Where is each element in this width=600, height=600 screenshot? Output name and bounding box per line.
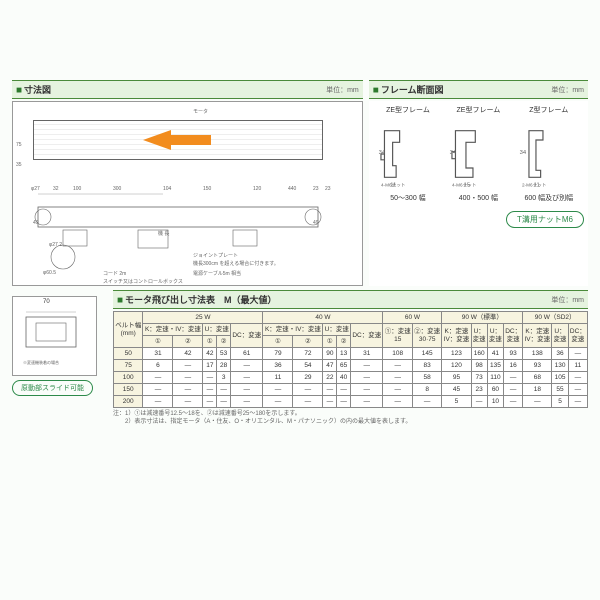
note-cord: コード 2m: [103, 270, 126, 277]
frame-range-3: 600 幅及び別幅: [515, 193, 583, 203]
dimension-section: ■寸法図 単位：mm モータ φ27 32 100 300 10: [12, 80, 363, 286]
table-row: 200————————————5—10——5—: [114, 396, 588, 408]
square-icon: ■: [117, 295, 123, 306]
dim-phi272: φ27.2: [49, 242, 62, 248]
square-icon: ■: [16, 85, 22, 96]
dim-phi605: φ60.5: [43, 270, 56, 276]
dim-32: 32: [53, 186, 59, 192]
frame-section: ■フレーム断面図 単位：mm ZE型フレーム 344-M6ナット11 50〜30…: [369, 80, 588, 286]
slide-dim: 70: [43, 299, 50, 305]
w60: 60 W: [383, 312, 442, 324]
square-icon: ■: [373, 85, 379, 96]
profile-1: 344-M6ナット11: [374, 119, 442, 189]
frame-label-1: ZE型フレーム: [374, 105, 442, 115]
slide-label: 原動部スライド可能: [12, 380, 93, 396]
dimension-drawing: モータ φ27 32 100 300 104 150 120 440 23: [12, 101, 363, 286]
dim-120: 120: [253, 186, 261, 192]
note-joint2: 機長300cm を超える場合に付きます。: [193, 260, 279, 267]
tnut-button[interactable]: T溝用ナットM6: [506, 211, 584, 228]
table-row: 5031424253617972901331108145123160419313…: [114, 348, 588, 360]
profile-3: 342-M6ナット11: [515, 119, 583, 189]
dim-23a: 23: [313, 186, 319, 192]
note-2: 2）表示寸法は、指定モータ（A・住友、O・オリエンタル、M・パナソニック）の内の…: [113, 419, 588, 427]
motor-table: ベルト幅(mm)25 W40 W60 W90 W（標準）90 W（SD2）K：定…: [113, 311, 588, 408]
motor-label: モータ: [193, 108, 208, 115]
dim-title: 寸法図: [24, 85, 51, 95]
dim-440: 440: [288, 186, 296, 192]
frame-range-2: 400・500 幅: [445, 193, 513, 203]
dim-unit: 単位：mm: [326, 85, 359, 95]
direction-arrow-icon: [143, 130, 171, 150]
belt-width-header: ベルト幅(mm): [114, 312, 143, 348]
note-switch: スイッチ又はコントロールボックス: [103, 278, 183, 285]
w25: 25 W: [143, 312, 263, 324]
w40: 40 W: [263, 312, 383, 324]
dim-length: 機 長: [158, 230, 169, 237]
dim-phi27: φ27: [31, 186, 40, 192]
dim-35: 35: [16, 162, 22, 168]
w90sd: 90 W（SD2）: [523, 312, 588, 324]
dim-header: ■寸法図 単位：mm: [12, 80, 363, 99]
table-notes: 注：1）①は減速番号12.5〜18を、②は減速番号25〜180を示します。 2）…: [113, 411, 588, 427]
table-section: ■モータ飛び出し寸法表 M（最大値） 単位：mm ベルト幅(mm)25 W40 …: [113, 290, 588, 427]
dim-23b: 23: [325, 186, 331, 192]
frame-drawing: ZE型フレーム 344-M6ナット11 50〜300 幅 ZE型フレーム 344…: [369, 101, 588, 286]
profile-2: 344-M6ナット15: [445, 119, 513, 189]
svg-text:15: 15: [463, 183, 469, 189]
svg-text:34: 34: [449, 150, 456, 156]
frame-header: ■フレーム断面図 単位：mm: [369, 80, 588, 99]
dim-300: 300: [113, 186, 121, 192]
table-title: モータ飛び出し寸法表 M（最大値）: [125, 295, 277, 305]
dim-104: 104: [163, 186, 171, 192]
svg-text:11: 11: [534, 183, 540, 189]
frame-label-2: ZE型フレーム: [445, 105, 513, 115]
dim-49b: 49: [313, 220, 319, 226]
svg-text:11: 11: [390, 183, 396, 189]
w90s: 90 W（標準）: [442, 312, 523, 324]
frame-col-2: ZE型フレーム 344-M6ナット15 400・500 幅: [445, 105, 513, 203]
slide-drawing: 70 ※変速機装着の場合: [12, 296, 97, 376]
frame-title: フレーム断面図: [381, 85, 444, 95]
frame-label-3: Z型フレーム: [515, 105, 583, 115]
dim-100: 100: [73, 186, 81, 192]
dim-75: 75: [16, 142, 22, 148]
table-row: 100———3—11292240——589573110—68105—: [114, 372, 588, 384]
table-unit: 単位：mm: [551, 295, 584, 305]
table-header: ■モータ飛び出し寸法表 M（最大値） 単位：mm: [113, 290, 588, 309]
svg-text:※変速機装着の場合: ※変速機装着の場合: [23, 359, 59, 365]
frame-col-1: ZE型フレーム 344-M6ナット11 50〜300 幅: [374, 105, 442, 203]
dim-150: 150: [203, 186, 211, 192]
plan-view-svg: [23, 182, 333, 282]
frame-unit: 単位：mm: [551, 85, 584, 95]
note-cable: 電源ケーブル5m 相当: [193, 270, 241, 277]
table-row: 756—1728—36544765——8312098135169313011: [114, 360, 588, 372]
table-row: 150———————————8452360—1855—: [114, 384, 588, 396]
dim-49a: 49: [33, 220, 39, 226]
svg-text:34: 34: [520, 150, 527, 156]
note-joint: ジョイントプレート: [193, 252, 238, 259]
slide-section: 70 ※変速機装着の場合 原動部スライド可能: [12, 290, 107, 427]
svg-text:34: 34: [379, 150, 386, 156]
frame-range-1: 50〜300 幅: [374, 193, 442, 203]
note-1: 注：1）①は減速番号12.5〜18を、②は減速番号25〜180を示します。: [113, 411, 588, 419]
frame-col-3: Z型フレーム 342-M6ナット11 600 幅及び別幅: [515, 105, 583, 203]
